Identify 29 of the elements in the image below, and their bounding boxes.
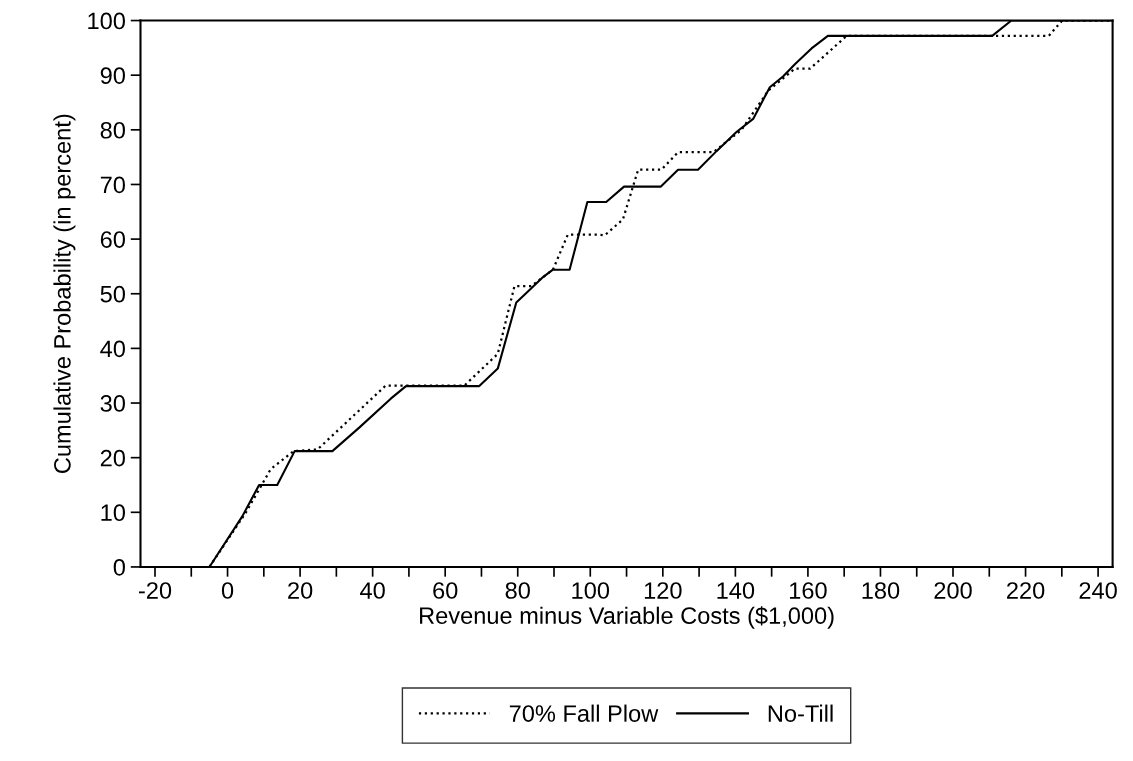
x-axis-title: Revenue minus Variable Costs ($1,000) (420, 606, 834, 629)
x-tick-label: 0 (221, 582, 234, 599)
x-tick-label: 80 (505, 582, 530, 599)
x-tick-label: -20 (138, 582, 172, 599)
x-tick-label: 220 (1007, 582, 1045, 599)
x-tick-label: 60 (433, 582, 458, 599)
y-tick-label: 70 (100, 176, 125, 194)
x-tick-label: 140 (717, 582, 755, 599)
y-tick-label: 20 (100, 449, 125, 467)
y-tick-label: 100 (88, 12, 125, 30)
y-tick-label: 40 (100, 340, 125, 358)
y-tick-label: 60 (100, 231, 125, 248)
x-tick-label: 200 (934, 582, 972, 599)
legend-label: 70% Fall Plow (509, 704, 659, 722)
x-tick-label: 180 (862, 582, 900, 599)
x-tick-label: 100 (572, 582, 610, 599)
x-tick-label: 240 (1079, 582, 1117, 599)
y-tick-label: 80 (100, 121, 125, 139)
x-tick-label: 120 (644, 582, 682, 599)
y-tick-label: 50 (100, 285, 125, 303)
x-tick-label: 20 (288, 582, 313, 599)
legend-label: No-Till (768, 704, 833, 722)
y-tick-label: 90 (100, 67, 125, 84)
y-tick-label: 0 (113, 559, 125, 576)
y-tick-label: 30 (100, 395, 125, 412)
x-tick-label: 40 (360, 582, 385, 599)
x-tick-label: 160 (790, 582, 827, 599)
y-axis-title: Cumulative Probability (in percent) (53, 114, 76, 473)
y-tick-label: 10 (101, 504, 125, 522)
